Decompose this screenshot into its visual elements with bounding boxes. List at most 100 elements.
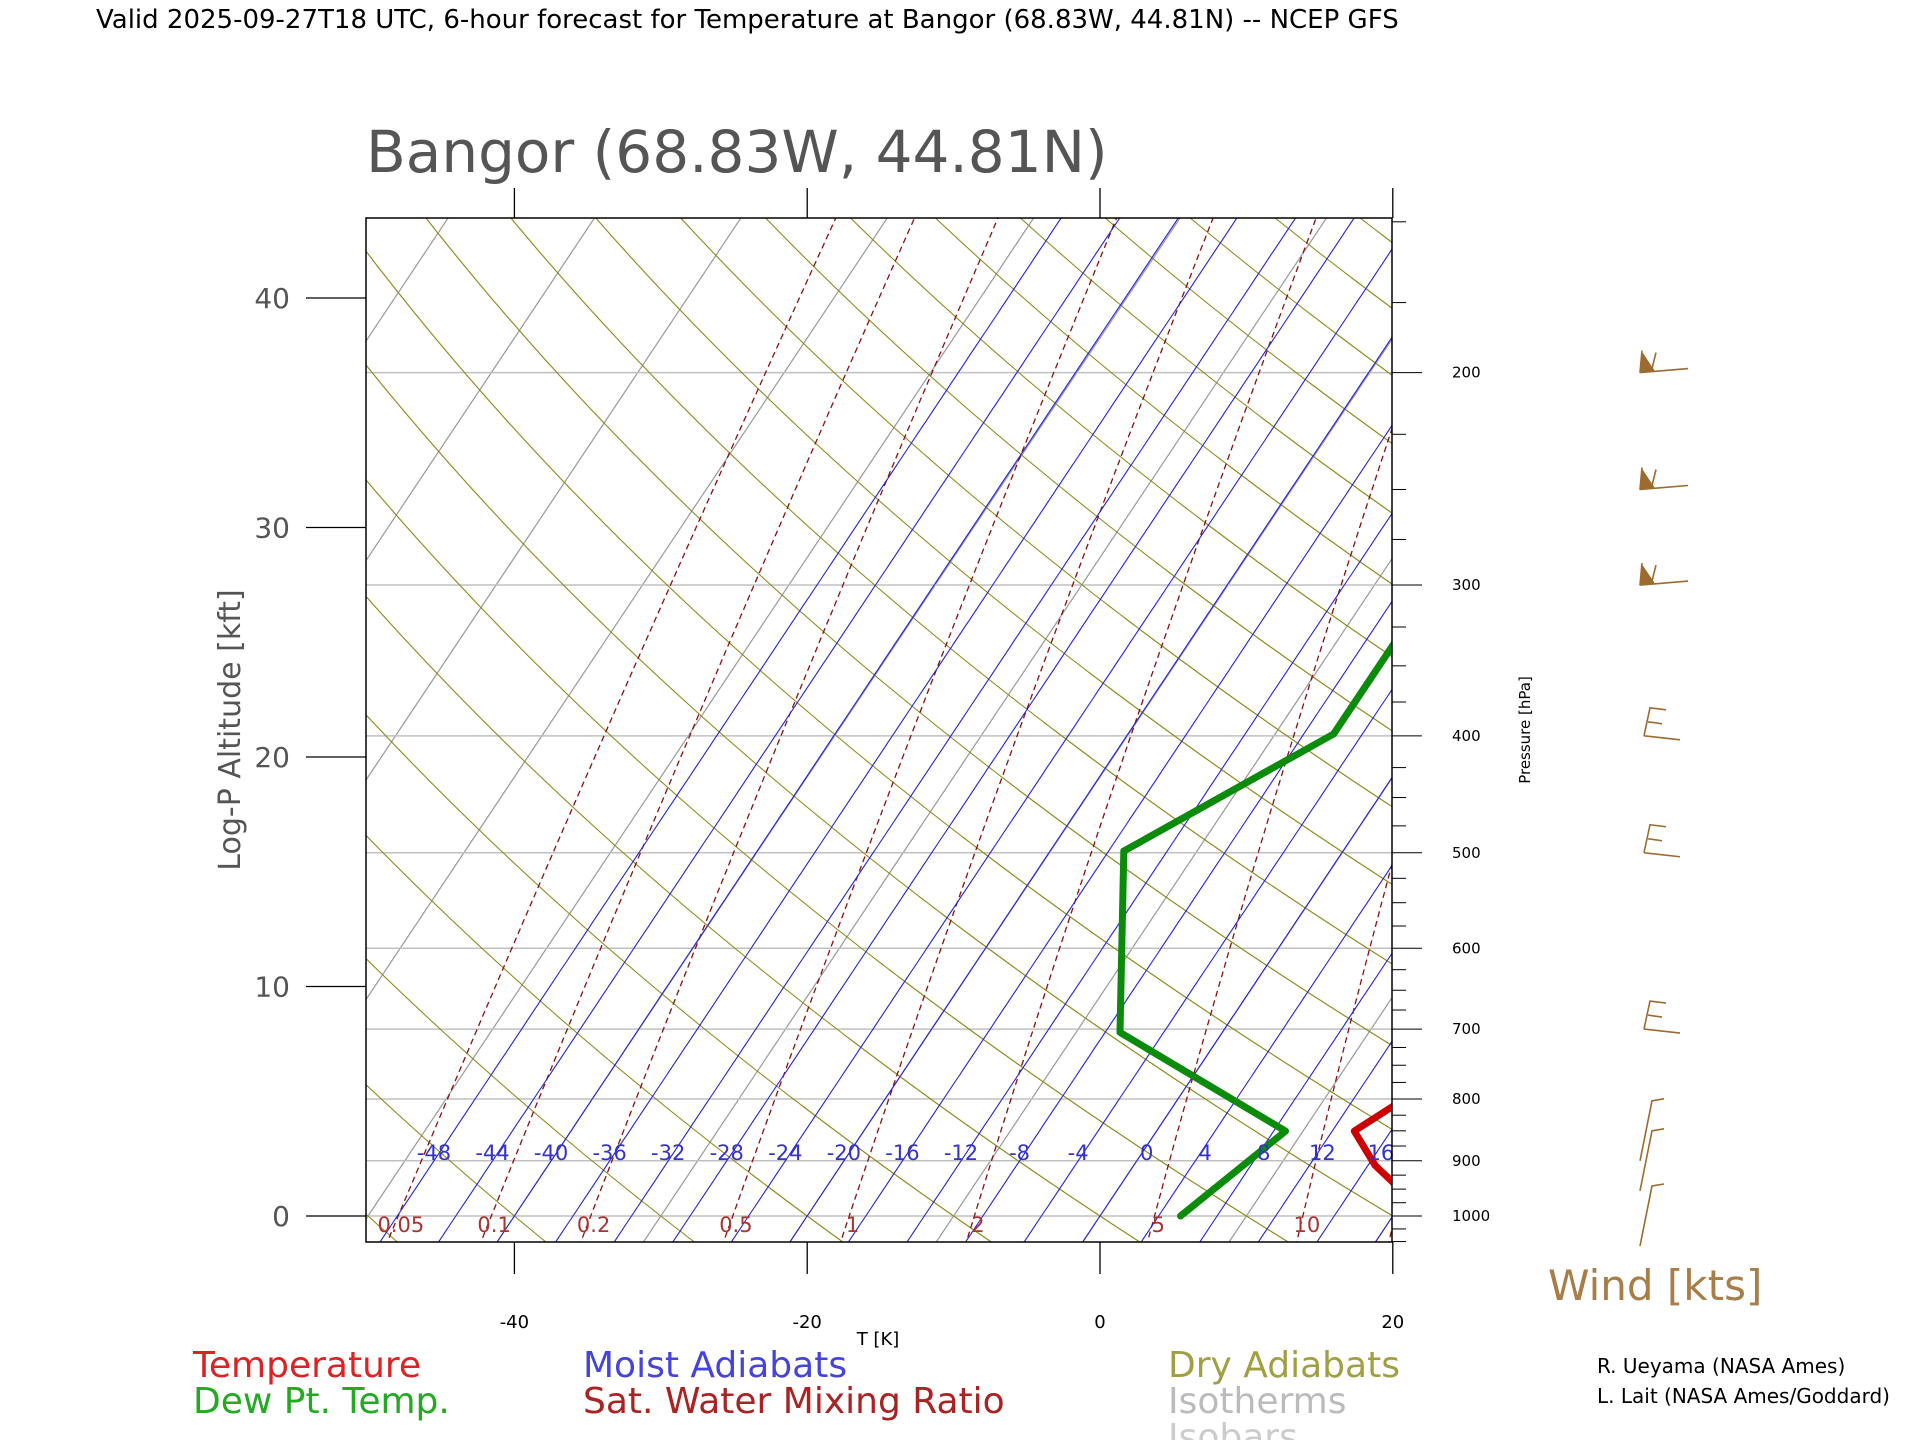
wind-barb bbox=[1639, 1098, 1665, 1161]
isotherm-line bbox=[0, 208, 16, 1252]
page-title: Valid 2025-09-27T18 UTC, 6-hour forecast… bbox=[96, 5, 1399, 35]
moist-adiabat-label: 0 bbox=[1140, 1141, 1153, 1165]
mixing-ratio-label: 0.2 bbox=[577, 1213, 610, 1237]
moist-adiabat bbox=[1257, 1040, 1392, 1242]
wind-barb bbox=[1643, 823, 1681, 858]
altitude-tick-label: 10 bbox=[254, 971, 290, 1004]
dry-adiabat bbox=[425, 218, 1392, 1047]
isotherm-line bbox=[0, 208, 162, 1252]
pressure-tick-label: 200 bbox=[1452, 364, 1481, 382]
dry-adiabat bbox=[1865, 215, 1920, 1247]
sounding-series bbox=[1116, 640, 1392, 1220]
wind-barb bbox=[1639, 350, 1689, 374]
dry-adiabat bbox=[366, 834, 844, 1242]
moist-adiabat-label: -8 bbox=[1009, 1141, 1030, 1165]
dry-adiabat bbox=[849, 218, 1392, 658]
moist-adiabat-label: -4 bbox=[1068, 1141, 1089, 1165]
moist-adiabat bbox=[789, 336, 1392, 1242]
moist-adiabat-label: 16 bbox=[1368, 1141, 1395, 1165]
isotherm-line bbox=[0, 208, 308, 1252]
pressure-tick-label: 300 bbox=[1452, 576, 1481, 594]
pressure-tick-label: 800 bbox=[1452, 1090, 1481, 1108]
mixing-ratio-label: 0.05 bbox=[377, 1213, 424, 1237]
moist-adiabat bbox=[554, 218, 1238, 1242]
moist-adiabat bbox=[1492, 200, 1920, 1244]
moist-adiabat bbox=[1082, 776, 1392, 1242]
temperature-tick-label: -40 bbox=[500, 1312, 529, 1333]
pressure-tick-label: 600 bbox=[1452, 939, 1481, 957]
mixing-ratio-label: 5 bbox=[1152, 1213, 1165, 1237]
moist-adiabat bbox=[964, 600, 1392, 1242]
dry-adiabat bbox=[1019, 218, 1392, 514]
moist-adiabat-label: -36 bbox=[592, 1141, 626, 1165]
moist-adiabat-label: -16 bbox=[885, 1141, 919, 1165]
moist-adiabat bbox=[437, 218, 1121, 1242]
mixing-ratio-line bbox=[1909, 215, 1920, 1247]
credit-lait: L. Lait (NASA Ames/Goddard) bbox=[1597, 1384, 1890, 1408]
chart-title: Bangor (68.83W, 44.81N) bbox=[366, 118, 1108, 186]
wind-barb bbox=[1639, 1183, 1665, 1247]
moist-adiabat-label: 8 bbox=[1257, 1141, 1270, 1165]
legend-mixing-ratio: Sat. Water Mixing Ratio bbox=[583, 1381, 1005, 1422]
dry-adiabat bbox=[510, 218, 1392, 965]
wind-barb bbox=[1643, 706, 1681, 741]
wind-barb bbox=[1639, 1128, 1665, 1191]
pressure-tick-label: 400 bbox=[1452, 727, 1481, 745]
wind-barb bbox=[1643, 1000, 1681, 1034]
x-axis-label: T [K] bbox=[856, 1329, 900, 1350]
dewpoint-line bbox=[1116, 640, 1392, 1220]
moist-adiabat bbox=[613, 218, 1297, 1242]
pressure-tick-label: 1000 bbox=[1452, 1207, 1490, 1225]
moist-adiabat bbox=[730, 248, 1392, 1242]
legend-moist-adiabats: Moist Adiabats bbox=[583, 1345, 847, 1386]
dry-adiabat bbox=[595, 218, 1392, 885]
altitude-tick-label: 20 bbox=[254, 741, 290, 774]
moist-adiabat-label: -24 bbox=[768, 1141, 802, 1165]
moist-adiabat bbox=[1316, 1128, 1392, 1242]
dry-adiabat bbox=[366, 595, 1141, 1242]
dry-adiabat bbox=[934, 218, 1392, 585]
temperature-tick-label: -20 bbox=[792, 1312, 821, 1333]
moist-adiabat bbox=[847, 424, 1392, 1242]
mixing-ratio-line bbox=[480, 218, 916, 1242]
moist-adiabat bbox=[1433, 200, 1920, 1244]
legend-dry-adiabats: Dry Adiabats bbox=[1168, 1345, 1400, 1386]
dry-adiabat bbox=[1526, 215, 1920, 1247]
wind-barbs bbox=[1639, 350, 1689, 1247]
moist-adiabat-label: -12 bbox=[944, 1141, 978, 1165]
mixing-ratio-line bbox=[1683, 215, 1891, 1247]
legend: Temperature Dew Pt. Temp. Moist Adiabats… bbox=[192, 1345, 1400, 1440]
moist-adiabat bbox=[379, 218, 1062, 1242]
isotherm-line bbox=[366, 218, 596, 562]
moist-adiabat-label: -48 bbox=[417, 1141, 451, 1165]
mixing-ratio-line bbox=[580, 218, 999, 1242]
mixing-ratio-label: 0.5 bbox=[719, 1213, 752, 1237]
moist-adiabat bbox=[1550, 200, 1920, 1244]
dry-adiabat bbox=[366, 250, 1392, 1131]
moist-adiabat-label: -28 bbox=[710, 1141, 744, 1165]
dry-adiabat bbox=[764, 218, 1392, 732]
moist-adiabat bbox=[906, 512, 1392, 1242]
dry-adiabat bbox=[366, 479, 1290, 1242]
axes: 0102030401000900800700600500400300200-40… bbox=[254, 188, 1490, 1333]
wind-barb bbox=[1639, 467, 1689, 491]
dry-adiabat bbox=[366, 714, 993, 1242]
isotherm-line bbox=[1662, 208, 1920, 1252]
moist-adiabat bbox=[672, 218, 1355, 1242]
mixing-ratio-label: 10 bbox=[1294, 1213, 1321, 1237]
dry-adiabat bbox=[366, 364, 1392, 1217]
moist-adiabat bbox=[1199, 952, 1392, 1242]
mixing-ratio-label: 0.1 bbox=[477, 1213, 510, 1237]
dry-adiabat bbox=[1274, 218, 1392, 309]
altitude-tick-label: 30 bbox=[254, 512, 290, 545]
altitude-tick-label: 40 bbox=[254, 282, 290, 315]
moist-adiabat-label: 4 bbox=[1199, 1141, 1212, 1165]
moist-adiabat bbox=[496, 218, 1179, 1242]
isotherm-line bbox=[1515, 208, 1920, 1252]
isotherm-line bbox=[366, 218, 742, 782]
wind-barb bbox=[1639, 562, 1689, 586]
dry-adiabat bbox=[1611, 215, 1920, 1247]
isotherm-line bbox=[642, 218, 1328, 1242]
dry-adiabat bbox=[1104, 218, 1392, 445]
